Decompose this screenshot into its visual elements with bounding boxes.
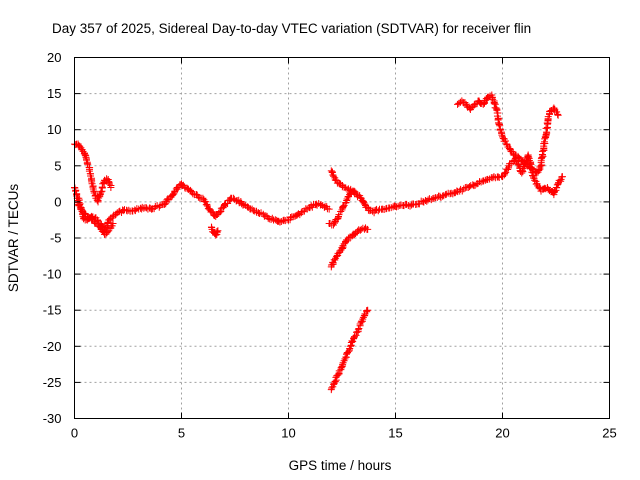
- y-tick-label: -30: [43, 411, 62, 426]
- x-tick-label: 15: [388, 426, 402, 441]
- x-tick-label: 20: [495, 426, 509, 441]
- y-tick-label: -10: [43, 267, 62, 282]
- y-tick-label: -5: [50, 231, 62, 246]
- y-tick-label: 20: [47, 50, 61, 65]
- y-axis-label: SDTVAR / TECUs: [6, 184, 21, 293]
- y-tick-label: -15: [43, 303, 62, 318]
- x-tick-label: 0: [71, 426, 78, 441]
- chart-title: Day 357 of 2025, Sidereal Day-to-day VTE…: [52, 21, 531, 36]
- y-tick-label: -25: [43, 375, 62, 390]
- x-axis-label: GPS time / hours: [289, 458, 392, 473]
- y-tick-label: 15: [47, 86, 61, 101]
- y-tick-label: 0: [54, 194, 61, 209]
- y-tick-label: 10: [47, 122, 61, 137]
- x-tick-label: 5: [178, 426, 185, 441]
- y-tick-label: -20: [43, 339, 62, 354]
- y-tick-label: 5: [54, 158, 61, 173]
- x-tick-label: 25: [602, 426, 616, 441]
- chart-background: [0, 0, 640, 480]
- sdtvar-scatter-chart: Day 357 of 2025, Sidereal Day-to-day VTE…: [0, 0, 640, 480]
- x-tick-label: 10: [281, 426, 295, 441]
